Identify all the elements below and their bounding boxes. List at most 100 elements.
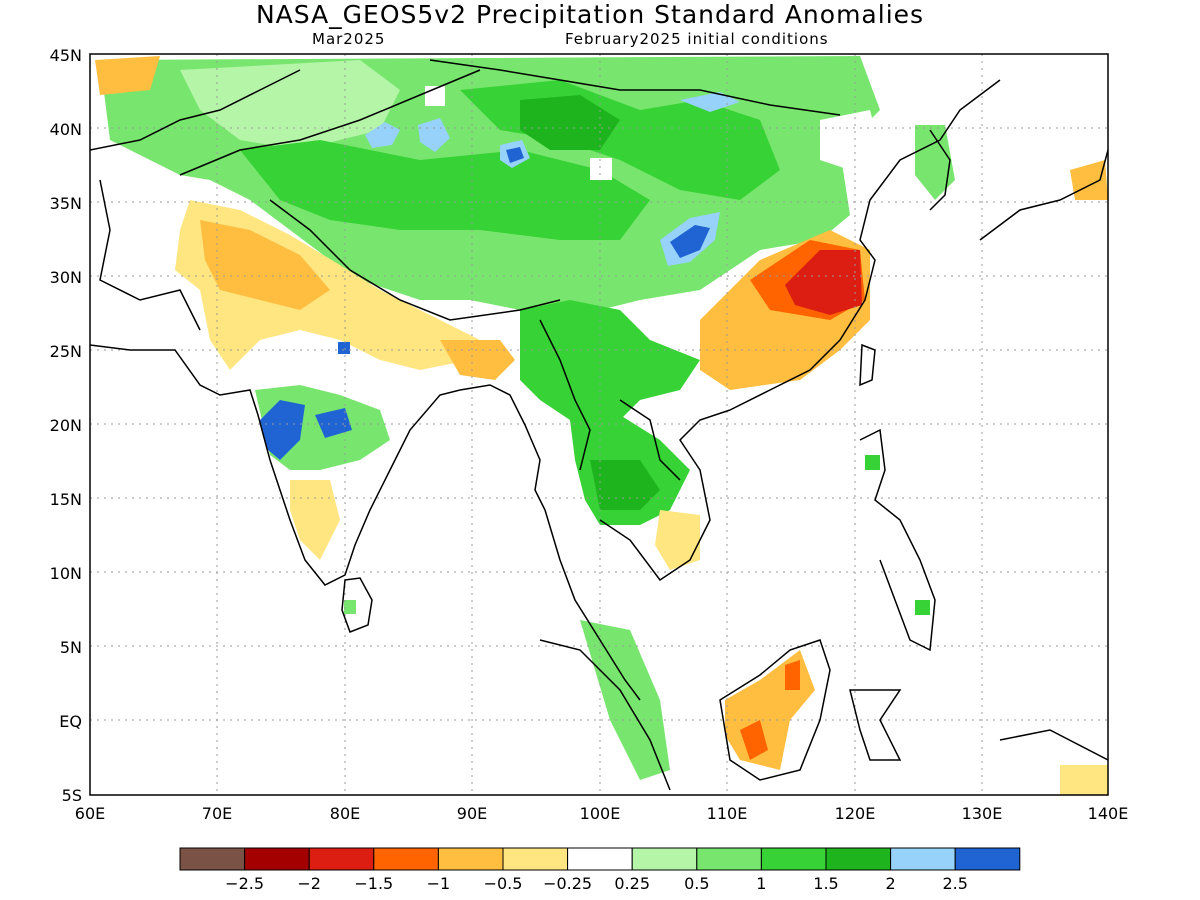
extreme-wet-blob-5	[670, 225, 710, 258]
lat-tick-5s: 5S	[61, 786, 82, 805]
initial-conditions: February2025 initial conditions	[565, 30, 829, 48]
colorbar-label: 1.5	[813, 874, 839, 893]
grid-lines	[90, 54, 1108, 795]
dry-region-nw-corner	[95, 56, 160, 95]
colorbar-label: 0.25	[614, 874, 650, 893]
wet-region-sumatra	[580, 620, 670, 780]
map-frame	[89, 53, 1109, 796]
colorbar-swatch	[760, 847, 827, 871]
colorbar-swatch	[308, 847, 375, 871]
anomaly-field	[90, 54, 1108, 795]
wet-region-myanmar	[520, 300, 700, 460]
colorbar-label: 0.5	[684, 874, 710, 893]
colorbar-label: −1.5	[354, 874, 394, 893]
lat-tick-eq: EQ	[59, 712, 82, 731]
coast-bay-of-bengal	[459, 384, 546, 511]
border-mongolia	[429, 59, 841, 116]
neutral-patch-1	[820, 110, 880, 170]
colorbar-swatch	[890, 847, 956, 871]
coast-borneo	[719, 639, 831, 781]
lat-tick-15n: 15N	[49, 490, 82, 509]
lon-tick-110e: 110E	[706, 804, 748, 823]
colorbar-swatch	[373, 847, 439, 871]
lat-tick-25n: 25N	[49, 342, 82, 361]
border-iran	[99, 179, 201, 331]
colorbar-swatch	[567, 847, 633, 871]
colorbar-label: −2	[297, 874, 321, 893]
dry-region-india-south	[290, 480, 340, 560]
lon-tick-70e: 70E	[201, 804, 233, 823]
coast-indochina	[599, 409, 731, 582]
dry-region-india-mid	[200, 220, 330, 310]
coast-malay	[544, 509, 641, 701]
coast-sumatra	[539, 639, 671, 791]
dry-region-south-china-core	[785, 250, 862, 315]
wet-region-korea	[915, 125, 955, 200]
lat-tick-5n: 5N	[59, 638, 82, 657]
colorbar-swatch	[179, 847, 246, 871]
wet-region-tibet-strong	[240, 140, 650, 240]
lon-tick-60e: 60E	[74, 804, 106, 823]
colorbar-swatch	[631, 847, 698, 871]
colorbar-label: 2.5	[942, 874, 968, 893]
lat-tick-10n: 10N	[49, 564, 82, 583]
colorbar-label: 1	[756, 874, 767, 893]
dry-region-new-guinea	[1060, 765, 1108, 795]
coast-taiwan	[859, 343, 876, 387]
very-wet-blob-2	[418, 118, 450, 152]
dry-region-vietnam	[655, 510, 700, 570]
wet-region-mindanao	[915, 600, 930, 615]
coast-philippines	[859, 428, 936, 652]
wet-region-indochina-strong	[590, 460, 660, 510]
dry-region-borneo-core-2	[785, 660, 800, 690]
coast-south-china	[729, 79, 1001, 411]
border-laos	[619, 399, 681, 481]
wet-region-sri-lanka	[344, 600, 356, 614]
very-wet-blob-4	[680, 92, 740, 112]
lon-tick-140e: 140E	[1087, 804, 1129, 823]
map-title: NASA_GEOS5v2 Precipitation Standard Anom…	[255, 0, 925, 29]
border-myanmar	[539, 319, 591, 471]
forecast-month: Mar2025	[312, 30, 386, 48]
lon-tick-120e: 120E	[834, 804, 876, 823]
colorbar	[179, 847, 1021, 871]
lon-tick-80e: 80E	[329, 804, 361, 823]
extreme-wet-blob-3	[506, 147, 524, 163]
lon-tick-90e: 90E	[456, 804, 488, 823]
colorbar-swatch	[244, 847, 310, 871]
very-wet-india-west	[260, 400, 305, 460]
coast-new-guinea	[999, 729, 1108, 761]
border-central-asia	[90, 69, 301, 151]
border-tibet	[179, 69, 481, 176]
coast-korea	[929, 129, 951, 211]
neutral-patch-2	[590, 158, 612, 180]
colorbar-swatch	[954, 847, 1021, 871]
lon-tick-100e: 100E	[579, 804, 621, 823]
colorbar-label: 2	[885, 874, 896, 893]
coastlines	[90, 59, 1108, 791]
colorbar-swatch	[696, 847, 762, 871]
wet-dot-india	[338, 342, 350, 354]
lat-tick-20n: 20N	[49, 416, 82, 435]
colorbar-swatch	[825, 847, 892, 871]
wet-region-philippines	[865, 455, 880, 470]
very-wet-india-central	[315, 408, 352, 438]
coast-arabia-india	[90, 344, 461, 586]
coast-sri-lanka	[341, 577, 373, 633]
lat-tick-40n: 40N	[49, 120, 82, 139]
colorbar-label: −1	[426, 874, 451, 893]
border-himalaya	[269, 199, 561, 321]
colorbar-swatch	[502, 847, 569, 871]
wet-region-strong-core	[520, 95, 620, 150]
lon-tick-130e: 130E	[961, 804, 1003, 823]
colorbar-label: −0.25	[543, 874, 593, 893]
dry-region-borneo-core	[740, 720, 768, 760]
lat-tick-45n: 45N	[49, 46, 82, 65]
lat-tick-35n: 35N	[49, 194, 82, 213]
lat-tick-30n: 30N	[49, 268, 82, 287]
colorbar-label: −2.5	[225, 874, 265, 893]
colorbar-label: −0.5	[483, 874, 523, 893]
coast-japan	[979, 149, 1108, 241]
colorbar-swatch	[437, 847, 504, 871]
